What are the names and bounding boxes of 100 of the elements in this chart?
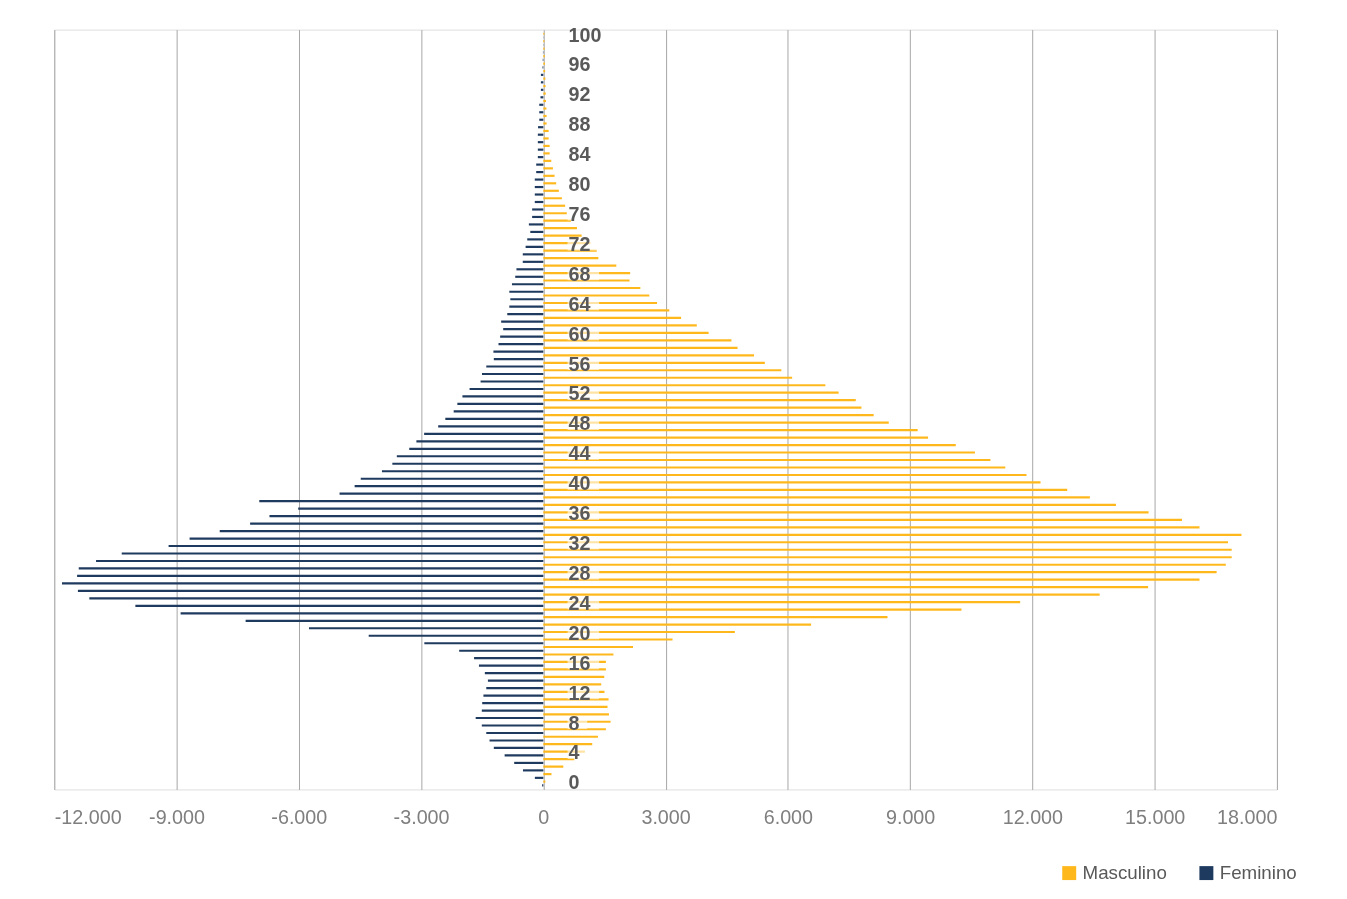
bar	[543, 122, 547, 125]
bar	[543, 735, 598, 738]
x-tick-label: -6.000	[271, 805, 328, 828]
bar	[219, 529, 544, 533]
bar	[498, 343, 544, 346]
bar	[543, 414, 874, 417]
x-tick-label: 6.000	[763, 805, 814, 828]
bar	[514, 761, 544, 764]
bar	[543, 780, 546, 783]
bar	[543, 443, 956, 447]
bar	[543, 346, 738, 349]
bar	[543, 167, 553, 170]
y-tick-label: 48	[568, 412, 591, 435]
bar	[543, 286, 641, 290]
bar	[543, 436, 929, 439]
bar	[269, 515, 544, 518]
bar	[424, 432, 544, 435]
bar	[543, 197, 562, 200]
bar	[543, 563, 1226, 566]
bar	[189, 537, 544, 540]
bar	[543, 227, 577, 230]
bar	[121, 552, 544, 555]
bar	[469, 387, 544, 391]
y-tick-label: 24	[568, 591, 591, 614]
bar	[392, 462, 544, 465]
bar	[245, 619, 544, 622]
bar	[339, 492, 544, 495]
bar	[543, 615, 888, 619]
x-tick-label: -3.000	[393, 805, 450, 828]
y-tick-label: 64	[568, 292, 591, 315]
bar	[168, 544, 544, 548]
bar	[534, 178, 544, 181]
bar	[135, 604, 544, 607]
bar	[424, 642, 544, 645]
y-tick-label: 28	[568, 561, 591, 584]
bar	[543, 556, 1232, 559]
x-tick-label: -12.000	[54, 805, 122, 828]
bar	[543, 182, 557, 185]
bar	[543, 294, 650, 297]
bar	[543, 212, 567, 215]
bar	[509, 305, 544, 308]
bar	[543, 114, 547, 118]
bar	[543, 92, 546, 95]
bar	[515, 275, 544, 278]
bar	[534, 193, 544, 196]
bar	[481, 724, 544, 727]
bar	[504, 754, 544, 757]
y-tick-label: 56	[568, 352, 591, 375]
bar	[543, 174, 555, 177]
bar	[543, 683, 602, 686]
bar	[536, 171, 544, 174]
y-tick-label: 32	[568, 532, 591, 555]
bar	[536, 163, 544, 166]
y-tick-label: 76	[568, 203, 591, 226]
bar	[474, 657, 544, 660]
y-tick-label: 96	[568, 53, 591, 76]
bar	[89, 597, 544, 600]
bar	[543, 316, 682, 319]
legend-label: Feminino	[1219, 862, 1297, 884]
bar	[543, 675, 605, 678]
bar	[543, 137, 549, 140]
bar	[259, 500, 544, 503]
bar	[543, 533, 1242, 536]
bar	[487, 679, 544, 682]
bar	[543, 473, 1027, 477]
x-tick-label: 3.000	[641, 805, 691, 828]
bar	[543, 399, 856, 402]
bar	[522, 769, 544, 772]
legend-label: Masculino	[1082, 862, 1167, 884]
bar	[543, 204, 566, 207]
bar	[530, 230, 544, 233]
bar	[354, 485, 544, 488]
bar	[543, 496, 1090, 499]
y-tick-label: 60	[568, 322, 591, 345]
bar	[543, 107, 547, 110]
bar	[543, 129, 549, 133]
bar	[486, 687, 544, 690]
bar	[543, 526, 1200, 529]
bar	[503, 328, 544, 331]
bar	[532, 215, 544, 219]
bar	[543, 234, 582, 237]
bar	[481, 709, 544, 712]
y-tick-label: 12	[568, 681, 591, 704]
bar	[543, 159, 552, 162]
bar	[500, 335, 544, 338]
bar	[409, 447, 544, 450]
bar	[501, 320, 544, 323]
bar	[543, 429, 918, 432]
bar	[180, 612, 544, 615]
bar	[543, 144, 550, 147]
x-tick-label: 9.000	[885, 805, 936, 828]
bar	[543, 99, 546, 103]
bar	[250, 522, 544, 525]
bar	[543, 593, 1100, 596]
bar	[482, 701, 544, 705]
bar	[543, 743, 593, 746]
y-tick-label: 4	[568, 741, 580, 764]
bar	[543, 189, 559, 192]
bar	[543, 324, 697, 327]
y-tick-label: 72	[568, 232, 591, 255]
